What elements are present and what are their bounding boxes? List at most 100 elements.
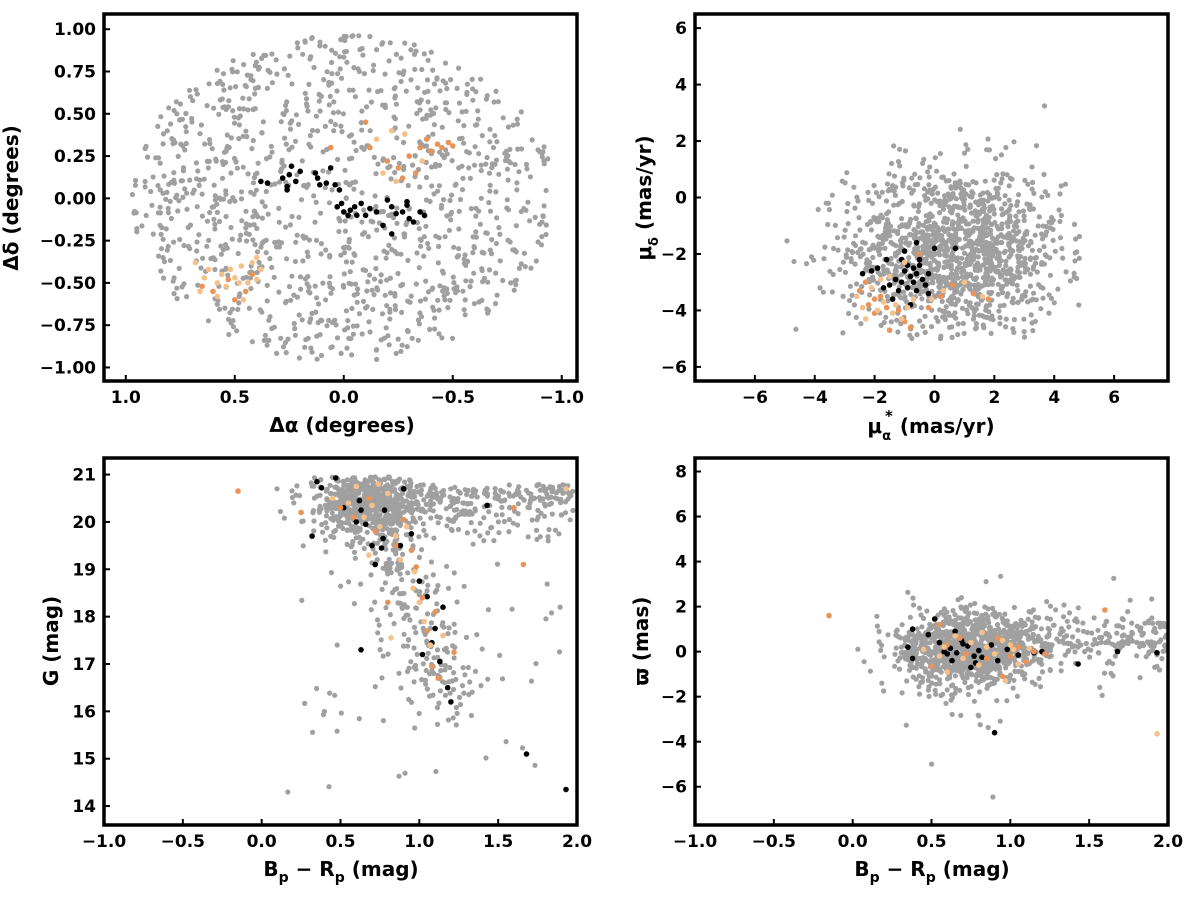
- sky-field-point: [230, 58, 236, 64]
- sky-field-point: [284, 256, 290, 262]
- pm-field-point: [884, 293, 891, 300]
- pm-field-point: [868, 218, 874, 225]
- sky-field-point: [252, 171, 258, 177]
- sky-field-point: [398, 55, 404, 61]
- sky-field-point: [522, 264, 528, 270]
- sky-field-point: [448, 77, 454, 83]
- pm-field-point: [1042, 252, 1048, 258]
- sky-field-point: [289, 81, 295, 87]
- plx-field-point: [874, 623, 881, 629]
- sky-field-point: [176, 265, 182, 271]
- cmd-field-point: [373, 514, 379, 520]
- sky-field-point: [395, 336, 401, 342]
- sky-field-point: [468, 206, 474, 212]
- cmd-field-point: [545, 538, 551, 544]
- sky-field-point: [297, 274, 304, 280]
- pm-field-point: [1015, 288, 1021, 294]
- sky-member-point: [417, 144, 423, 151]
- plx-field-point: [958, 712, 964, 719]
- cmd-field-point: [464, 530, 470, 536]
- cmd-member-point: [337, 504, 344, 511]
- cmd-field-point: [461, 500, 467, 506]
- sky-field-point: [384, 277, 390, 283]
- sky-field-point: [382, 102, 388, 108]
- sky-field-point: [155, 210, 161, 216]
- sky-field-point: [339, 75, 345, 81]
- pm-member-point: [886, 273, 893, 280]
- sky-field-point: [292, 138, 299, 144]
- pm-field-point: [1011, 317, 1018, 323]
- sky-field-point: [259, 130, 265, 136]
- plx-field-point: [903, 722, 909, 728]
- pm-field-point: [906, 185, 912, 191]
- cmd-field-point: [461, 690, 467, 696]
- pm-points: [784, 103, 1082, 342]
- cmd-field-point: [485, 676, 491, 682]
- sky-field-point: [405, 328, 411, 334]
- sky-member-point: [367, 144, 373, 151]
- sky-field-point: [267, 69, 273, 75]
- pm-field-point: [1021, 329, 1027, 335]
- plx-field-point: [904, 678, 910, 684]
- sky-field-point: [175, 208, 181, 214]
- sky-field-point: [493, 189, 499, 195]
- sky-field-point: [161, 275, 167, 281]
- sky-field-point: [367, 128, 373, 134]
- sky-field-point: [392, 95, 398, 101]
- cmd-field-point: [499, 504, 505, 510]
- plx-field-point: [1143, 654, 1149, 660]
- cmd-field-point: [328, 570, 335, 576]
- cmd-field-point: [423, 532, 429, 538]
- sky-field-point: [437, 149, 443, 155]
- cmd-field-point: [546, 527, 552, 533]
- sky-field-point: [244, 238, 250, 244]
- pm-field-point: [907, 231, 913, 238]
- sky-field-point: [231, 120, 238, 126]
- sky-field-point: [327, 274, 333, 280]
- pm-field-point: [896, 292, 902, 298]
- sky-field-point: [190, 98, 196, 104]
- sky-field-point: [448, 217, 454, 223]
- sky-member-point: [345, 212, 351, 219]
- pm-field-point: [884, 181, 891, 187]
- sky-field-point: [514, 116, 520, 122]
- pm-field-point: [885, 228, 891, 234]
- sky-field-point: [292, 258, 298, 265]
- sky-field-point: [286, 284, 293, 290]
- cmd-field-point: [421, 497, 427, 503]
- cmd-field-point: [424, 588, 430, 594]
- cmd-field-point: [364, 529, 370, 535]
- sky-member-point: [406, 153, 413, 159]
- sky-field-point: [502, 150, 508, 156]
- sky-field-point: [356, 311, 363, 317]
- sky-field-point: [349, 352, 355, 358]
- cmd-field-point: [329, 510, 335, 516]
- pm-field-point: [1039, 231, 1045, 237]
- pm-ytick-label: −2: [661, 245, 687, 265]
- pm-field-point: [936, 284, 942, 290]
- cmd-field-point: [324, 496, 330, 502]
- sky-field-point: [415, 337, 421, 343]
- cmd-field-point: [328, 516, 334, 522]
- sky-member-point: [354, 212, 360, 219]
- cmd-field-point: [340, 525, 346, 532]
- sky-member-point: [402, 131, 408, 137]
- sky-field-point: [150, 231, 156, 237]
- pm-field-point: [888, 255, 894, 262]
- sky-field-point: [301, 235, 307, 241]
- pm-field-point: [1071, 274, 1077, 280]
- pm-field-point: [983, 271, 989, 277]
- pm-field-point: [857, 254, 864, 260]
- pm-field-point: [983, 240, 990, 246]
- sky-field-point: [473, 205, 479, 211]
- sky-field-point: [264, 342, 270, 348]
- cmd-field-point: [450, 686, 457, 693]
- sky-field-point: [306, 237, 312, 243]
- sky-member-point: [373, 136, 380, 142]
- sky-field-point: [183, 140, 189, 147]
- sky-xtick-label: 1.0: [111, 388, 141, 408]
- plx-field-point: [1090, 642, 1096, 648]
- pm-member-point: [913, 270, 920, 277]
- sky-field-point: [230, 324, 236, 330]
